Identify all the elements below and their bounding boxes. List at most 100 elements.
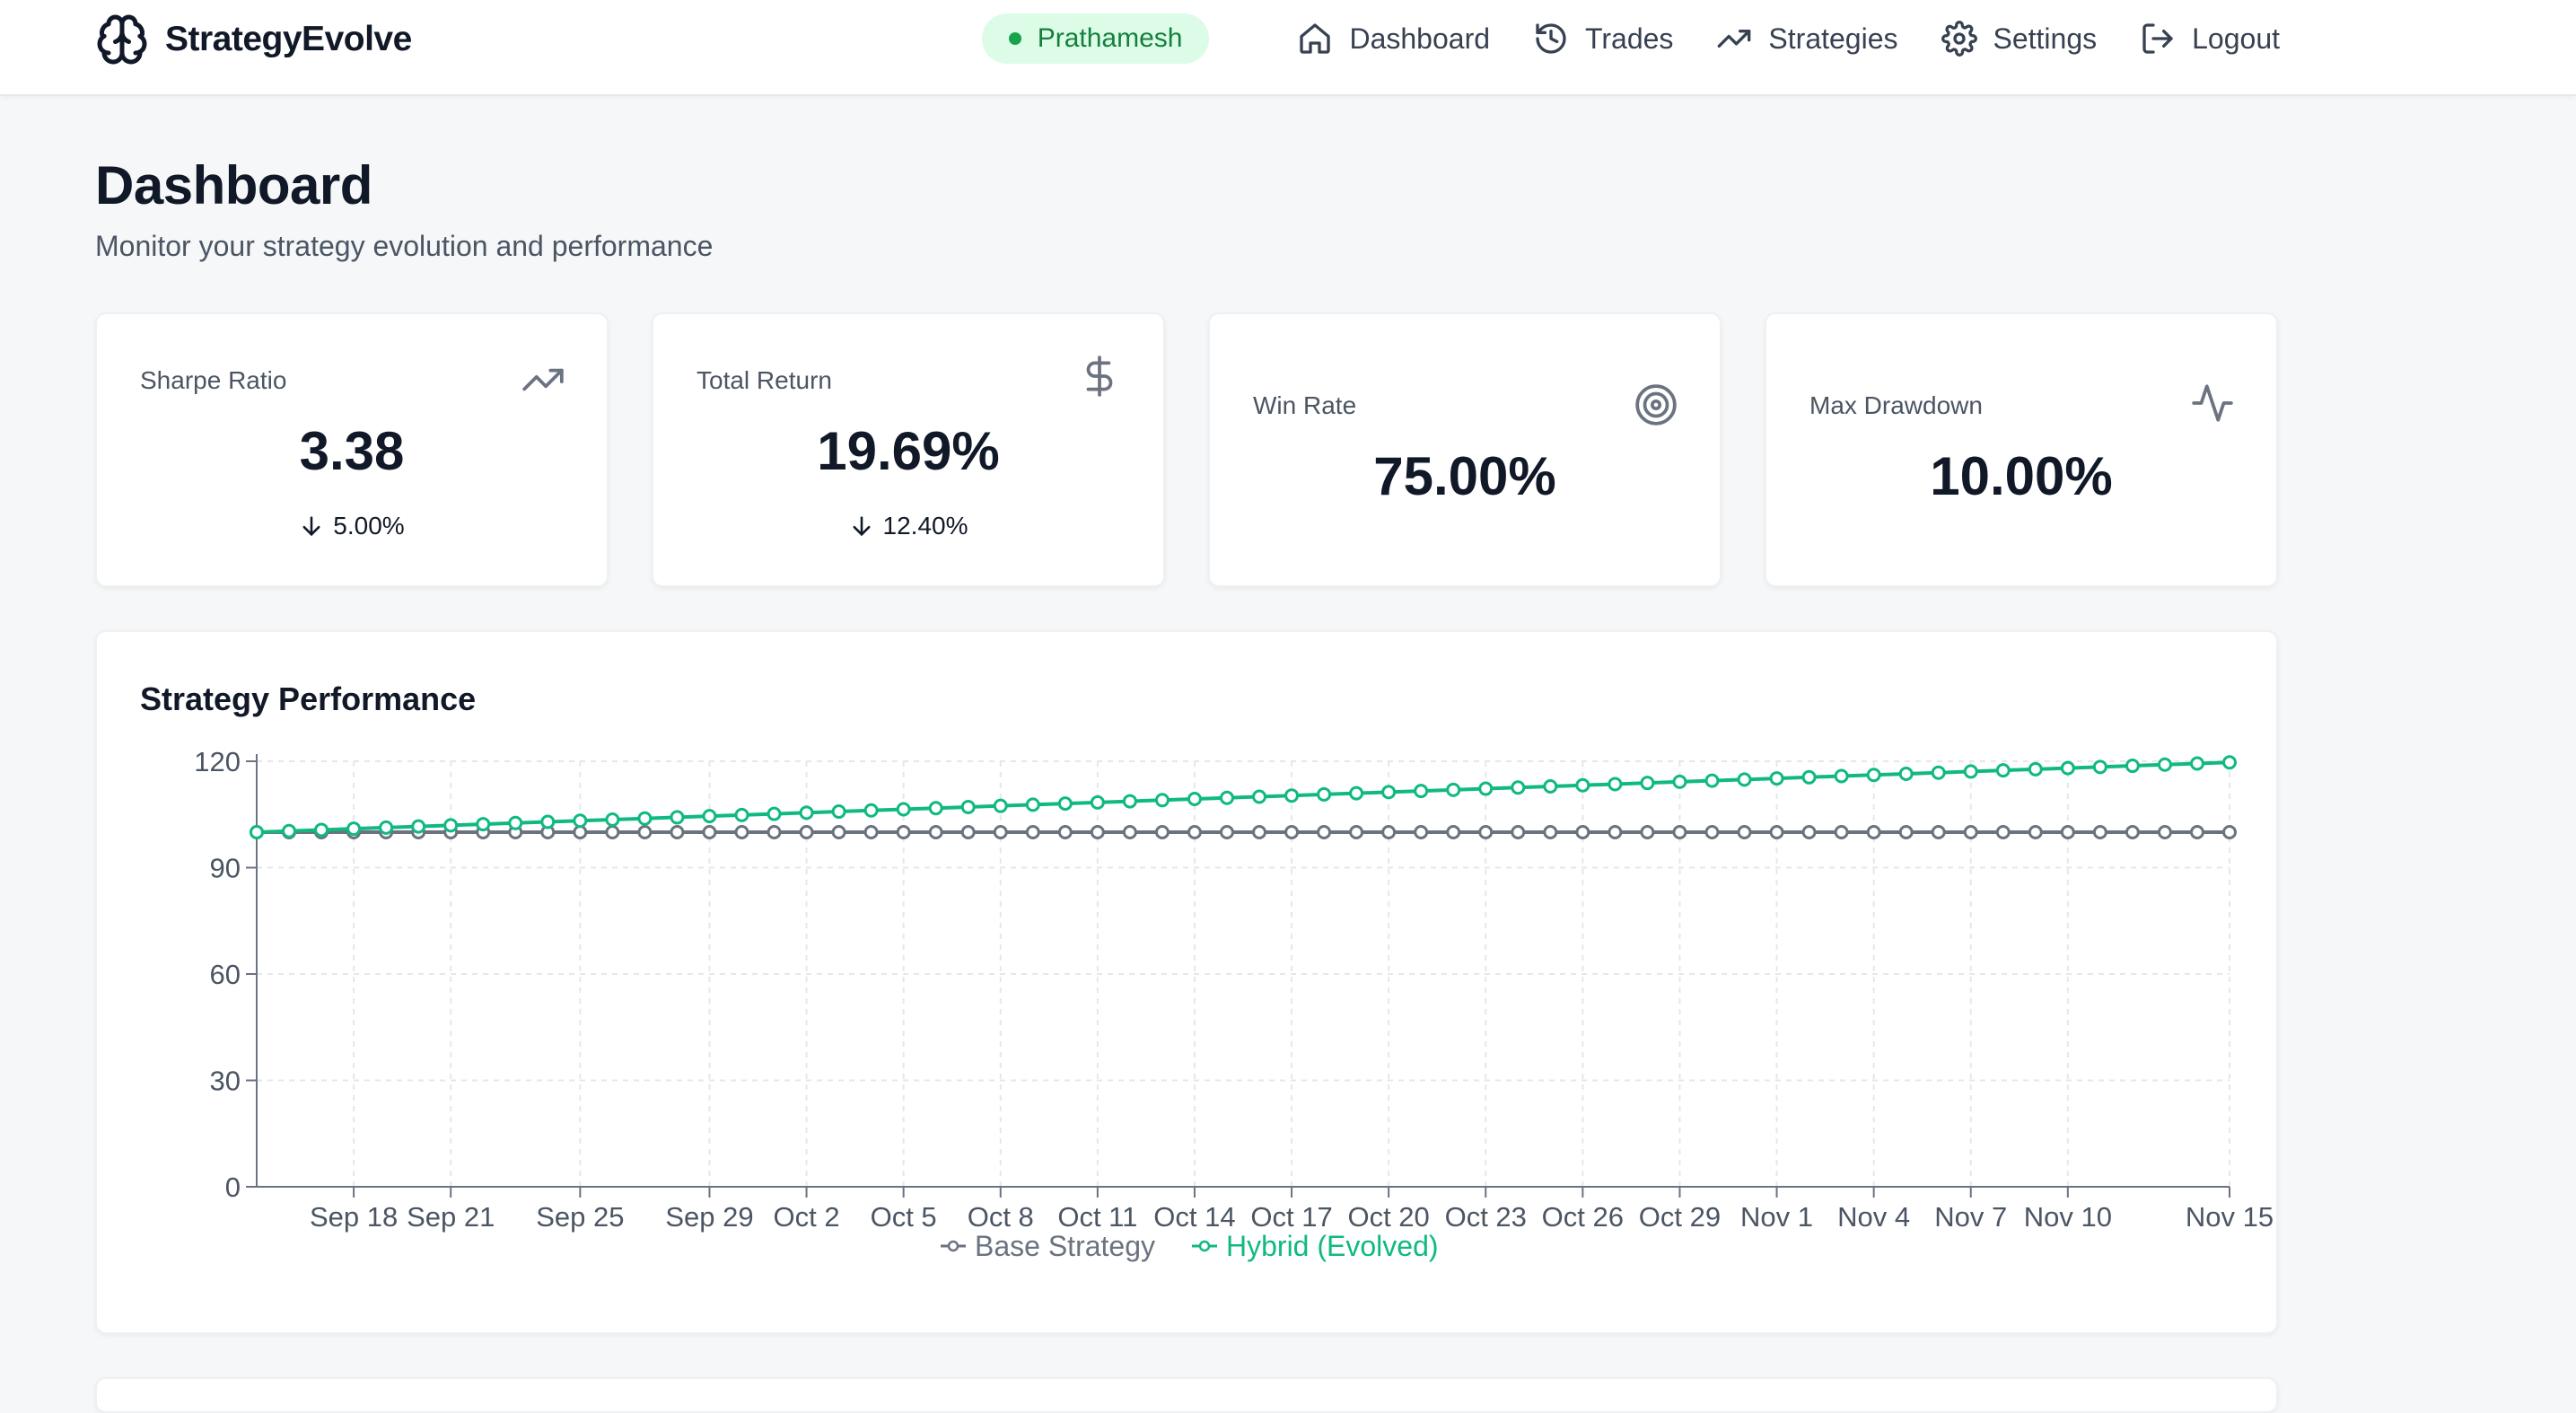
data-point xyxy=(1834,768,1849,784)
metric-card-sharpe-ratio: Sharpe Ratio 3.38 5.00% xyxy=(95,312,609,587)
data-point xyxy=(702,825,717,839)
data-point xyxy=(1898,766,1914,781)
performance-chart: 0 30 60 90 120 Sep 18 Sep 21 Sep 25 Sep 29 Oct 2 O… xyxy=(194,746,2274,1262)
page-title: Dashboard xyxy=(95,155,372,215)
data-point xyxy=(1317,825,1332,839)
data-point xyxy=(346,821,362,837)
trending-up-icon xyxy=(522,368,564,391)
data-point xyxy=(1931,825,1946,839)
data-point xyxy=(1801,825,1817,839)
metric-label: Max Drawdown xyxy=(1809,391,1983,419)
brand[interactable]: StrategyEvolve xyxy=(95,13,412,66)
data-point xyxy=(1057,825,1073,839)
data-point xyxy=(605,812,620,827)
data-point xyxy=(896,802,911,817)
data-point xyxy=(1478,825,1494,839)
x-tick-label: Nov 1 xyxy=(1740,1201,1813,1233)
nav-logout-label: Logout xyxy=(2192,22,2280,55)
data-point xyxy=(1704,773,1720,788)
data-point xyxy=(637,811,653,826)
x-tick-label: Nov 10 xyxy=(2024,1201,2112,1233)
metric-change: 5.00% xyxy=(97,512,607,540)
data-point xyxy=(1252,825,1267,839)
data-point xyxy=(2157,825,2172,839)
data-point xyxy=(282,823,297,838)
data-point xyxy=(1446,825,1461,839)
data-point xyxy=(702,809,717,824)
data-point xyxy=(1737,772,1752,787)
data-point xyxy=(1575,825,1590,839)
x-tick-label: Oct 8 xyxy=(968,1201,1034,1233)
nav-settings-label: Settings xyxy=(1993,22,2098,55)
data-point xyxy=(670,825,685,839)
data-point xyxy=(1608,825,1623,839)
data-point xyxy=(1931,765,1946,780)
activity-icon xyxy=(2192,384,2233,422)
data-point xyxy=(767,806,782,821)
chart-title: Strategy Performance xyxy=(140,680,477,717)
data-point xyxy=(1672,825,1687,839)
data-point xyxy=(250,825,264,839)
data-point xyxy=(1511,825,1526,839)
x-tick-label: Oct 11 xyxy=(1057,1201,1137,1233)
nav-logout[interactable]: Logout xyxy=(2140,21,2280,57)
data-point xyxy=(670,810,685,825)
metric-value: 10.00% xyxy=(1930,446,2113,506)
data-point xyxy=(314,822,329,838)
data-point xyxy=(1995,825,2011,839)
data-point xyxy=(2125,759,2140,774)
data-point xyxy=(734,807,749,822)
brain-icon xyxy=(97,14,147,65)
nav-trades-label: Trades xyxy=(1585,22,1674,55)
legend-label: Base Strategy xyxy=(975,1230,1155,1262)
data-point xyxy=(605,825,620,839)
data-point xyxy=(2092,825,2107,839)
data-point xyxy=(1446,782,1461,797)
data-point xyxy=(1866,768,1881,783)
data-point xyxy=(1801,769,1817,785)
x-tick-label: Sep 18 xyxy=(310,1201,398,1233)
nav-trades[interactable]: Trades xyxy=(1533,21,1673,57)
data-point xyxy=(1543,825,1558,839)
nav-strategies[interactable]: Strategies xyxy=(1716,21,1898,57)
data-point xyxy=(1154,825,1170,839)
metric-value: 19.69% xyxy=(817,421,1000,481)
data-point xyxy=(1478,781,1494,796)
data-point xyxy=(540,814,556,829)
nav-settings[interactable]: Settings xyxy=(1941,21,2098,57)
legend-swatch-marker xyxy=(1198,1240,1211,1252)
data-point xyxy=(1769,825,1784,839)
data-point xyxy=(863,825,879,839)
data-point xyxy=(2189,825,2204,839)
strategy-performance-card: Strategy Performance 0 30 60 90 120 Sep 18 Sep… xyxy=(95,630,2278,1334)
data-point xyxy=(1866,825,1881,839)
data-point xyxy=(993,825,1008,839)
data-point xyxy=(2060,760,2075,776)
x-tick-label: Sep 25 xyxy=(536,1201,624,1233)
x-tick-label: Oct 26 xyxy=(1542,1201,1624,1233)
x-tick-label: Oct 2 xyxy=(774,1201,840,1233)
data-point xyxy=(443,818,459,833)
data-point xyxy=(1284,788,1300,803)
data-point xyxy=(1187,825,1202,839)
data-point xyxy=(2092,759,2107,775)
legend-swatch-marker xyxy=(947,1240,959,1252)
data-point xyxy=(1704,825,1720,839)
data-point xyxy=(1122,825,1137,839)
x-tick-label: Oct 23 xyxy=(1445,1201,1527,1233)
main-nav: Prathamesh Dashboard Trades Strategies xyxy=(981,13,2280,65)
x-tick-label: Oct 20 xyxy=(1347,1201,1429,1233)
data-point xyxy=(379,820,394,835)
data-point xyxy=(863,803,879,818)
data-point xyxy=(1284,825,1300,839)
data-point xyxy=(928,825,943,839)
y-tick-label: 30 xyxy=(210,1066,241,1097)
brand-name: StrategyEvolve xyxy=(165,20,412,58)
data-point xyxy=(2125,825,2140,839)
nav-dashboard[interactable]: Dashboard xyxy=(1297,21,1490,57)
data-point xyxy=(1575,777,1590,793)
data-point xyxy=(637,825,653,839)
data-point xyxy=(1640,825,1655,839)
data-point xyxy=(508,815,523,830)
data-point xyxy=(734,825,749,839)
